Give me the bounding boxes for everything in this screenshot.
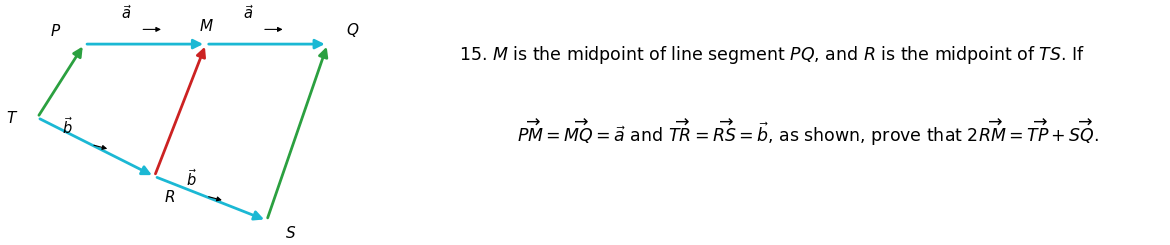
Text: $S$: $S$	[285, 225, 297, 241]
Text: $Q$: $Q$	[346, 21, 359, 39]
Text: $M$: $M$	[199, 18, 213, 34]
Text: $\vec{a}$: $\vec{a}$	[121, 4, 132, 22]
Text: $\overrightarrow{PM} = \overrightarrow{MQ} = \vec{a}$ and $\overrightarrow{TR} =: $\overrightarrow{PM} = \overrightarrow{M…	[517, 118, 1100, 148]
Text: $\vec{a}$: $\vec{a}$	[242, 4, 254, 22]
Text: 15. $\mathit{M}$ is the midpoint of line segment $\mathit{PQ}$, and $\mathit{R}$: 15. $\mathit{M}$ is the midpoint of line…	[459, 44, 1086, 66]
Text: $\vec{b}$: $\vec{b}$	[62, 116, 74, 137]
Text: $P$: $P$	[49, 23, 61, 39]
Text: $R$: $R$	[164, 189, 176, 205]
Text: $T$: $T$	[6, 110, 19, 126]
Text: $\vec{b}$: $\vec{b}$	[186, 168, 198, 189]
